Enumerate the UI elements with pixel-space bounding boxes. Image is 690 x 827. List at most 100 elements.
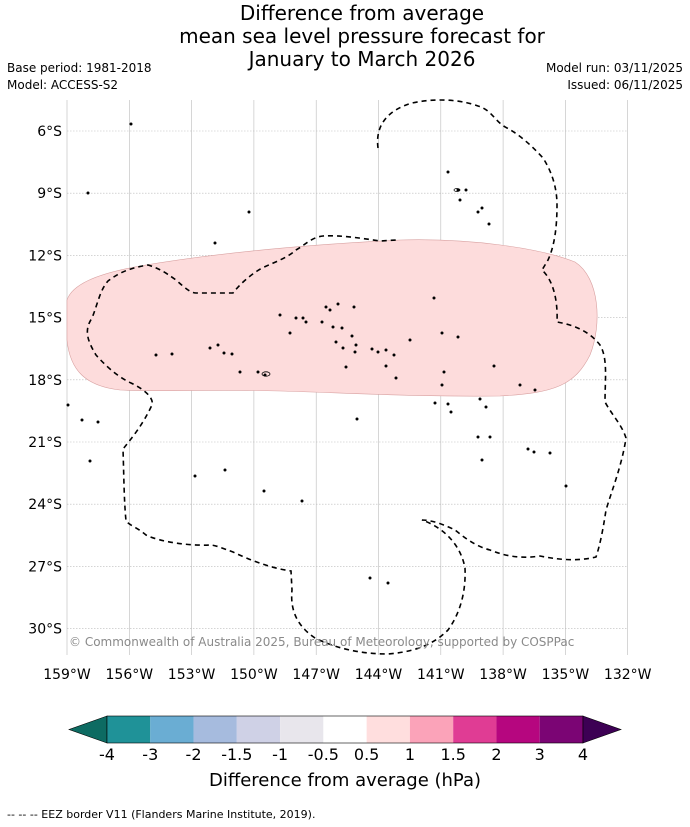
island [476, 435, 480, 439]
colorbar-title: Difference from average (hPa) [208, 770, 482, 791]
island [484, 405, 488, 409]
lon-label: 147°W [292, 667, 340, 683]
longitude-labels: 159°W 156°W 153°W 150°W 147°W 144°W 141°W 138°W… [43, 667, 651, 683]
title-line-3: January to March 2026 [248, 47, 476, 71]
colorbar-tick: -0.5 [307, 745, 339, 764]
colorbar-tick: 3 [534, 745, 545, 764]
island [384, 348, 388, 352]
lon-label: 156°W [106, 667, 154, 683]
island [256, 370, 260, 374]
island [386, 581, 390, 585]
colorbar-tick: -1.5 [221, 745, 253, 764]
base-period: Base period: 1981-2018 [7, 61, 152, 75]
island [223, 468, 227, 472]
colorbar-tick: 1 [404, 745, 415, 764]
colorbar-box [366, 716, 410, 743]
island [440, 331, 444, 335]
island [213, 241, 217, 245]
latitude-labels: 6°S 9°S 12°S 15°S 18°S 21°S 24°S 27°S 30°S [28, 124, 62, 638]
island [432, 296, 436, 300]
lon-label: 159°W [43, 667, 91, 683]
lon-label: 132°W [604, 667, 652, 683]
colorbar-tick: 4 [577, 745, 589, 764]
anomaly-region [66, 239, 598, 397]
colorbar-tick: -2 [185, 745, 202, 764]
lat-label: 6°S [37, 124, 62, 140]
lat-label: 9°S [37, 186, 62, 202]
island [238, 370, 242, 374]
lon-label: 138°W [479, 667, 527, 683]
title-line-1: Difference from average [239, 1, 485, 25]
island [478, 397, 482, 401]
island [278, 313, 282, 317]
island [208, 346, 212, 350]
island [340, 326, 344, 330]
island [394, 376, 398, 380]
lat-label: 15°S [28, 311, 62, 327]
island [453, 188, 461, 192]
island [376, 350, 380, 354]
colorbar-tick: 2 [491, 745, 502, 764]
colorbar-high-extend [582, 715, 622, 744]
colorbar-box [193, 716, 237, 743]
island [456, 335, 460, 339]
island [261, 371, 271, 377]
island [294, 316, 298, 320]
island [476, 210, 480, 214]
lon-label: 144°W [355, 667, 403, 683]
island [518, 383, 522, 387]
meta-left: Base period: 1981-2018 Model: ACCESS-S2 [7, 60, 152, 94]
colorbar-box [453, 716, 497, 743]
island [384, 364, 388, 368]
model-name: Model: ACCESS-S2 [7, 78, 119, 92]
lat-label: 21°S [28, 435, 62, 451]
island [408, 338, 412, 342]
island [288, 331, 292, 335]
island [446, 170, 450, 174]
island [488, 435, 492, 439]
island-outlines [66, 122, 568, 585]
island [193, 474, 197, 478]
island [464, 188, 468, 192]
island [526, 447, 530, 451]
island [350, 334, 354, 338]
island [334, 340, 338, 344]
lon-label: 135°W [542, 667, 590, 683]
issued-date: Issued: 06/11/2025 [567, 78, 683, 92]
island [440, 383, 444, 387]
colorbar [68, 715, 622, 744]
island [446, 402, 450, 406]
island [222, 351, 226, 355]
island [262, 489, 266, 493]
island [480, 206, 484, 210]
island [433, 401, 437, 405]
lon-label: 153°W [168, 667, 216, 683]
island [548, 451, 552, 455]
colorbar-box [323, 716, 367, 743]
eez-border [86, 99, 627, 655]
island [442, 370, 446, 374]
island [344, 365, 348, 369]
island [320, 320, 324, 324]
island [336, 302, 340, 306]
colorbar-box [236, 716, 281, 743]
island [154, 353, 158, 357]
lat-label: 18°S [28, 373, 62, 389]
island [487, 222, 491, 226]
lat-label: 30°S [28, 622, 62, 638]
island [564, 484, 568, 488]
island [480, 458, 484, 462]
island [328, 308, 332, 312]
island [304, 320, 308, 324]
island [66, 403, 70, 407]
island [170, 352, 174, 356]
island [216, 343, 220, 347]
island [230, 352, 234, 356]
map-title: Difference from average mean sea level p… [0, 2, 690, 71]
colorbar-tick: -3 [142, 745, 159, 764]
colorbar-low-extend [68, 715, 108, 744]
lon-label: 150°W [230, 667, 278, 683]
island [331, 325, 335, 329]
copyright-text: © Commonwealth of Australia 2025, Bureau… [69, 635, 574, 649]
island [247, 210, 251, 214]
